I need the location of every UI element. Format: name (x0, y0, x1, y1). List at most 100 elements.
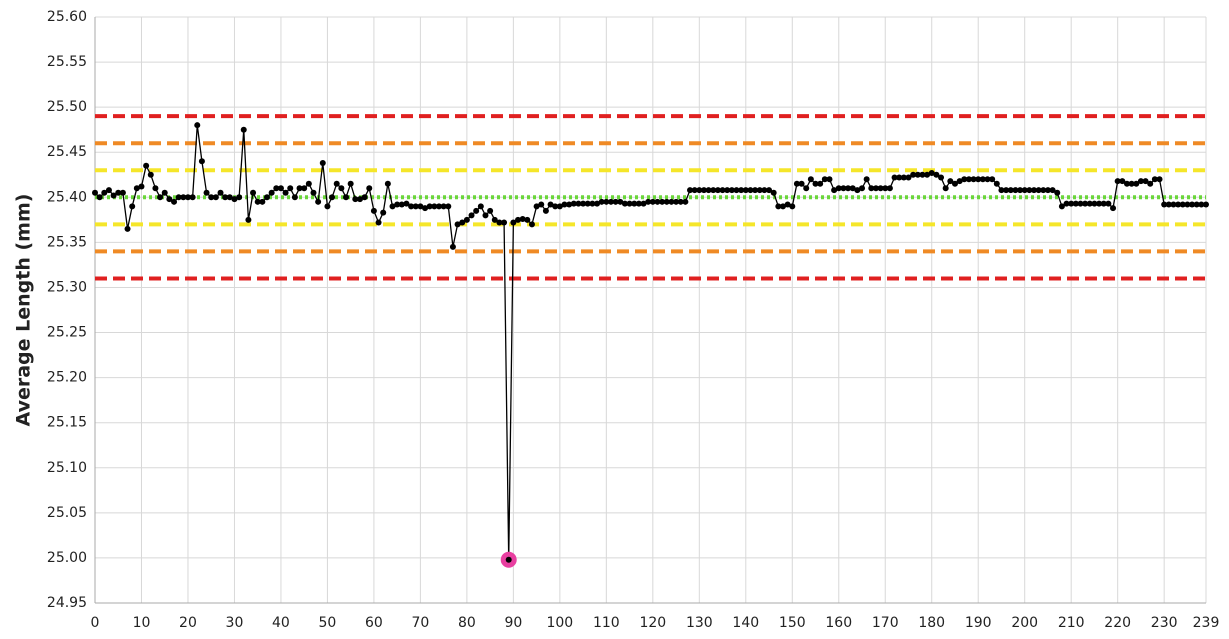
data-point (426, 203, 433, 210)
data-point (668, 198, 675, 205)
data-point (919, 171, 926, 178)
data-point (859, 185, 866, 192)
data-point (742, 187, 749, 194)
data-point (208, 194, 215, 201)
data-point (933, 171, 940, 178)
data-point (807, 176, 814, 183)
data-point (965, 176, 972, 183)
data-point (570, 200, 577, 207)
data-point (1123, 180, 1130, 187)
y-tick-label: 25.35 (47, 234, 87, 250)
data-point (728, 187, 735, 194)
x-tick-label: 10 (133, 615, 151, 631)
data-point (259, 198, 266, 205)
data-point (1040, 187, 1047, 194)
data-point (659, 198, 666, 205)
x-tick-label: 170 (872, 615, 899, 631)
y-tick-label: 24.95 (47, 595, 87, 611)
data-point (1063, 200, 1070, 207)
data-point (1114, 178, 1121, 185)
data-point (319, 160, 326, 167)
data-point (110, 192, 117, 199)
data-point (92, 189, 98, 196)
data-point (277, 185, 284, 192)
x-tick-label: 150 (779, 615, 806, 631)
data-point (236, 194, 243, 201)
data-point (1110, 205, 1117, 212)
x-tick-label: 239 (1193, 615, 1220, 631)
data-point (147, 171, 154, 178)
data-point (928, 169, 935, 176)
data-point (714, 187, 721, 194)
data-point (189, 194, 196, 201)
y-axis-title: Average Length (mm) (13, 194, 35, 427)
data-point (296, 185, 303, 192)
data-point (1105, 200, 1112, 207)
data-point (1203, 201, 1209, 208)
data-point (826, 176, 833, 183)
data-point (180, 194, 187, 201)
y-tick-label: 25.30 (47, 279, 87, 295)
data-point (905, 174, 912, 181)
data-point (1128, 180, 1135, 187)
data-point (226, 194, 233, 201)
y-tick-label: 25.40 (47, 189, 87, 205)
x-tick-label: 220 (1104, 615, 1131, 631)
data-point (352, 196, 359, 203)
data-point (1151, 176, 1158, 183)
data-point (882, 185, 889, 192)
data-point (166, 196, 173, 203)
data-point (914, 171, 921, 178)
data-point (947, 178, 954, 185)
data-point (222, 194, 229, 201)
data-point (645, 198, 652, 205)
data-point (375, 219, 382, 226)
data-point (324, 203, 331, 210)
data-point (989, 176, 996, 183)
data-point (333, 180, 340, 187)
data-point (305, 180, 312, 187)
data-point (152, 185, 159, 192)
data-point (561, 201, 568, 208)
data-point (496, 219, 503, 226)
data-point (793, 180, 800, 187)
data-point (468, 212, 475, 219)
data-point (171, 198, 178, 205)
data-point (431, 203, 438, 210)
data-point (370, 207, 377, 214)
data-point (263, 194, 270, 201)
data-point (1044, 187, 1051, 194)
data-point (217, 189, 224, 196)
x-tick-label: 160 (825, 615, 852, 631)
x-tick-label: 130 (686, 615, 713, 631)
data-point (612, 198, 619, 205)
data-point (566, 201, 573, 208)
data-point (598, 198, 605, 205)
data-point (877, 185, 884, 192)
y-tick-label: 25.45 (47, 144, 87, 160)
data-point (482, 212, 489, 219)
data-point (733, 187, 740, 194)
data-point (961, 176, 968, 183)
data-point (821, 176, 828, 183)
data-point (417, 203, 424, 210)
x-tick-label: 120 (639, 615, 666, 631)
data-point (1031, 187, 1038, 194)
data-point (440, 203, 447, 210)
x-tick-label: 20 (179, 615, 197, 631)
data-point (863, 176, 870, 183)
data-point (105, 187, 112, 194)
data-point (956, 178, 963, 185)
x-tick-label: 140 (732, 615, 759, 631)
data-point (998, 187, 1005, 194)
data-point (119, 189, 126, 196)
data-point (951, 180, 958, 187)
data-point (752, 187, 759, 194)
data-point (872, 185, 879, 192)
data-point (473, 207, 480, 214)
data-point (705, 187, 712, 194)
data-point (682, 198, 689, 205)
x-tick-label: 70 (411, 615, 429, 631)
x-tick-label: 0 (91, 615, 100, 631)
